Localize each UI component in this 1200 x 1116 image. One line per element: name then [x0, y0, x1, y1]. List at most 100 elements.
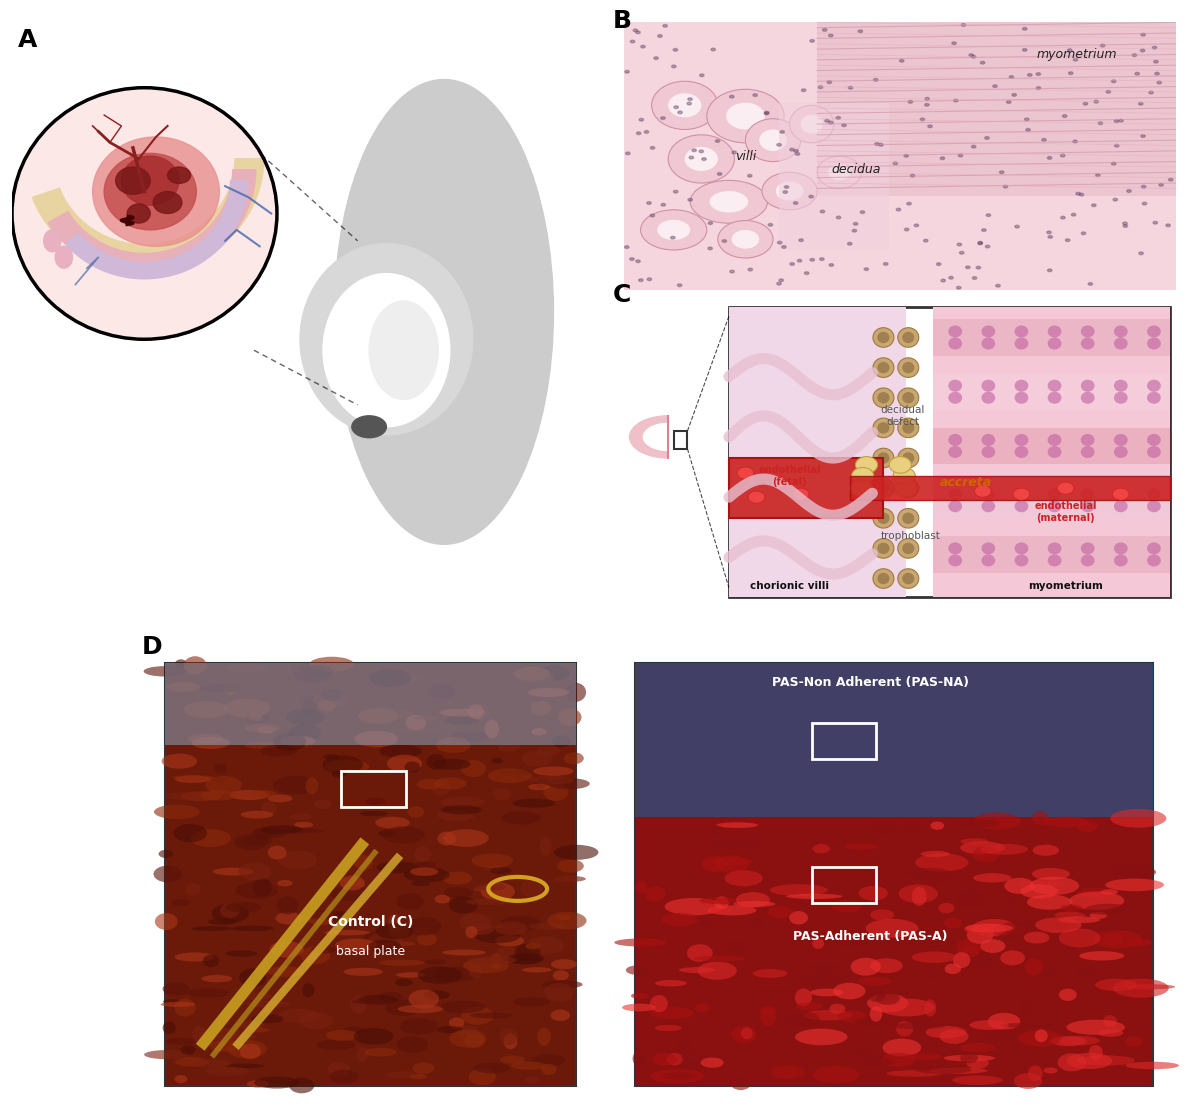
Ellipse shape	[992, 85, 997, 87]
Ellipse shape	[749, 491, 764, 503]
Ellipse shape	[358, 708, 398, 724]
Ellipse shape	[690, 181, 768, 223]
Ellipse shape	[1114, 446, 1128, 458]
Ellipse shape	[714, 896, 728, 910]
Ellipse shape	[674, 106, 678, 108]
Ellipse shape	[414, 846, 431, 863]
Ellipse shape	[521, 879, 542, 897]
Ellipse shape	[710, 858, 754, 865]
Ellipse shape	[532, 728, 547, 735]
Ellipse shape	[943, 1055, 995, 1061]
Text: PAS-Non Adherent (PAS-NA): PAS-Non Adherent (PAS-NA)	[772, 676, 968, 689]
Ellipse shape	[804, 1010, 853, 1020]
Ellipse shape	[386, 754, 422, 772]
Ellipse shape	[768, 906, 793, 918]
Ellipse shape	[1014, 326, 1028, 337]
Ellipse shape	[227, 663, 268, 672]
Ellipse shape	[949, 277, 953, 279]
Ellipse shape	[1073, 58, 1078, 61]
Ellipse shape	[956, 950, 992, 968]
Ellipse shape	[1073, 141, 1078, 143]
Text: D: D	[142, 635, 162, 658]
Ellipse shape	[948, 392, 962, 404]
Ellipse shape	[424, 990, 450, 1000]
Ellipse shape	[1027, 74, 1032, 76]
Ellipse shape	[985, 246, 990, 248]
Ellipse shape	[1048, 379, 1062, 392]
Ellipse shape	[397, 1004, 443, 1013]
Ellipse shape	[192, 737, 229, 749]
Ellipse shape	[104, 153, 197, 230]
Ellipse shape	[1103, 933, 1123, 945]
Ellipse shape	[228, 1040, 266, 1058]
Ellipse shape	[161, 1002, 196, 1007]
Ellipse shape	[948, 488, 962, 500]
Ellipse shape	[688, 199, 692, 201]
Ellipse shape	[960, 251, 964, 254]
Ellipse shape	[733, 901, 775, 907]
Ellipse shape	[557, 914, 571, 921]
Ellipse shape	[260, 744, 298, 757]
Ellipse shape	[1159, 183, 1163, 186]
Ellipse shape	[994, 922, 1052, 940]
Ellipse shape	[652, 81, 718, 129]
Ellipse shape	[797, 259, 802, 262]
Ellipse shape	[289, 814, 312, 820]
Ellipse shape	[1003, 926, 1060, 935]
Ellipse shape	[982, 392, 995, 404]
Ellipse shape	[450, 731, 488, 742]
Ellipse shape	[730, 95, 734, 98]
Text: accreta: accreta	[940, 475, 992, 489]
Ellipse shape	[965, 924, 1013, 933]
Ellipse shape	[1067, 1052, 1112, 1069]
Ellipse shape	[1139, 252, 1144, 254]
Ellipse shape	[354, 1028, 394, 1045]
Ellipse shape	[644, 131, 649, 133]
Ellipse shape	[461, 1007, 493, 1024]
Ellipse shape	[908, 100, 912, 103]
Ellipse shape	[650, 995, 668, 1012]
Ellipse shape	[941, 157, 944, 160]
Ellipse shape	[1046, 231, 1051, 233]
Ellipse shape	[1058, 989, 1076, 1001]
Ellipse shape	[907, 1018, 931, 1023]
Ellipse shape	[395, 728, 439, 732]
Ellipse shape	[1044, 1067, 1057, 1074]
Ellipse shape	[449, 896, 478, 914]
Ellipse shape	[966, 1058, 989, 1069]
Ellipse shape	[469, 1068, 496, 1085]
Ellipse shape	[1114, 488, 1128, 500]
Ellipse shape	[239, 863, 271, 881]
Ellipse shape	[712, 48, 715, 51]
Ellipse shape	[468, 923, 494, 935]
Ellipse shape	[364, 932, 397, 943]
Ellipse shape	[883, 262, 888, 266]
Ellipse shape	[517, 672, 554, 683]
Ellipse shape	[624, 246, 629, 249]
Ellipse shape	[752, 94, 757, 96]
Ellipse shape	[702, 157, 706, 161]
Ellipse shape	[1020, 884, 1058, 898]
Ellipse shape	[175, 776, 211, 783]
Ellipse shape	[313, 692, 349, 706]
Ellipse shape	[229, 790, 269, 800]
Ellipse shape	[827, 80, 832, 84]
Ellipse shape	[1142, 202, 1147, 205]
Ellipse shape	[1114, 542, 1128, 555]
FancyBboxPatch shape	[934, 319, 1170, 356]
Ellipse shape	[914, 1066, 972, 1074]
Ellipse shape	[734, 872, 774, 885]
Ellipse shape	[810, 39, 815, 42]
Ellipse shape	[1048, 326, 1062, 337]
Ellipse shape	[697, 962, 737, 980]
FancyBboxPatch shape	[624, 22, 1176, 290]
Ellipse shape	[938, 903, 954, 913]
Ellipse shape	[898, 539, 919, 558]
Ellipse shape	[350, 995, 367, 1013]
Ellipse shape	[323, 756, 362, 775]
Ellipse shape	[443, 872, 473, 885]
Ellipse shape	[972, 56, 976, 58]
Ellipse shape	[1014, 434, 1028, 446]
Text: endothelial
(maternal): endothelial (maternal)	[1034, 501, 1097, 523]
Ellipse shape	[174, 824, 206, 843]
